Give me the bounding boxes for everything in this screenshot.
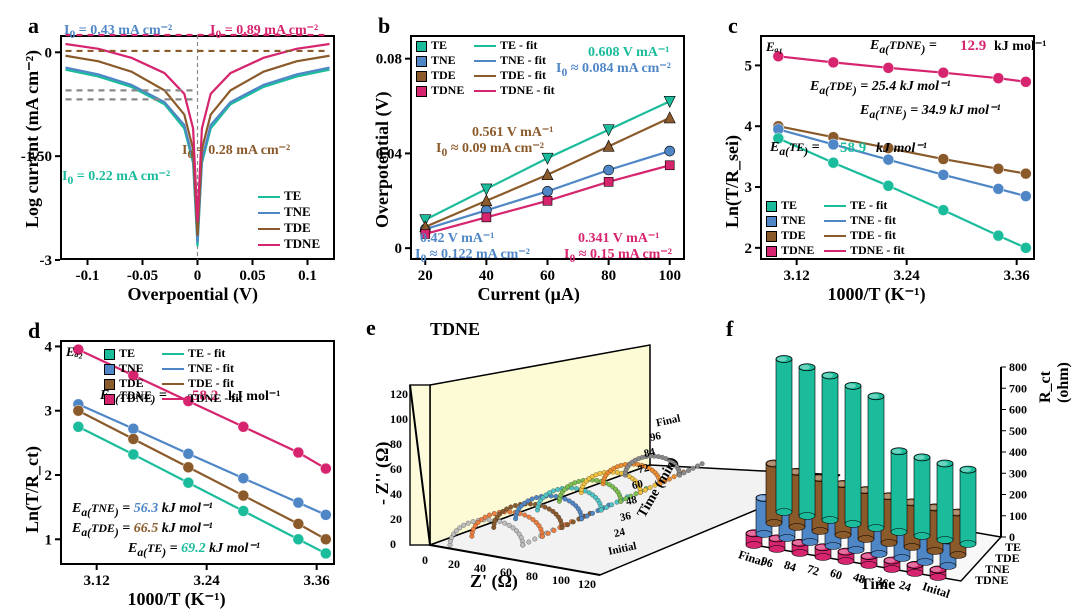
svg-text:0.04: 0.04 bbox=[376, 146, 403, 162]
svg-text:3.36: 3.36 bbox=[1004, 268, 1031, 284]
svg-text:-1.50: -1.50 bbox=[21, 149, 52, 165]
svg-text:-3: -3 bbox=[40, 253, 53, 269]
svg-text:60: 60 bbox=[540, 268, 555, 284]
svg-text:400: 400 bbox=[1009, 445, 1027, 459]
svg-text:0: 0 bbox=[395, 241, 403, 257]
svg-text:500: 500 bbox=[1009, 424, 1027, 438]
svg-text:2: 2 bbox=[745, 241, 753, 257]
svg-text:4: 4 bbox=[745, 119, 753, 135]
svg-text:0: 0 bbox=[194, 268, 202, 284]
svg-text:100: 100 bbox=[658, 268, 681, 284]
svg-text:3.24: 3.24 bbox=[194, 573, 221, 589]
svg-text:2: 2 bbox=[45, 468, 53, 484]
svg-text:0.1: 0.1 bbox=[298, 268, 317, 284]
svg-text:4: 4 bbox=[45, 339, 53, 355]
svg-text:20: 20 bbox=[418, 268, 433, 284]
svg-text:3.36: 3.36 bbox=[304, 573, 331, 589]
svg-text:-0.05: -0.05 bbox=[127, 268, 158, 284]
svg-text:100: 100 bbox=[1009, 509, 1027, 523]
svg-text:3.12: 3.12 bbox=[784, 268, 810, 284]
svg-text:0.08: 0.08 bbox=[376, 52, 402, 68]
svg-text:80: 80 bbox=[601, 268, 616, 284]
svg-text:5: 5 bbox=[745, 58, 753, 74]
svg-text:0: 0 bbox=[45, 45, 53, 61]
svg-text:3.12: 3.12 bbox=[84, 573, 110, 589]
svg-text:600: 600 bbox=[1009, 403, 1027, 417]
svg-text:800: 800 bbox=[1009, 360, 1027, 374]
svg-text:200: 200 bbox=[1009, 488, 1027, 502]
svg-text:3: 3 bbox=[45, 404, 53, 420]
svg-text:-0.1: -0.1 bbox=[76, 268, 100, 284]
svg-text:300: 300 bbox=[1009, 466, 1027, 480]
svg-text:3: 3 bbox=[745, 180, 753, 196]
svg-text:40: 40 bbox=[479, 268, 494, 284]
svg-text:3.24: 3.24 bbox=[894, 268, 921, 284]
svg-text:700: 700 bbox=[1009, 381, 1027, 395]
svg-text:0.05: 0.05 bbox=[239, 268, 265, 284]
svg-text:1: 1 bbox=[45, 532, 53, 548]
